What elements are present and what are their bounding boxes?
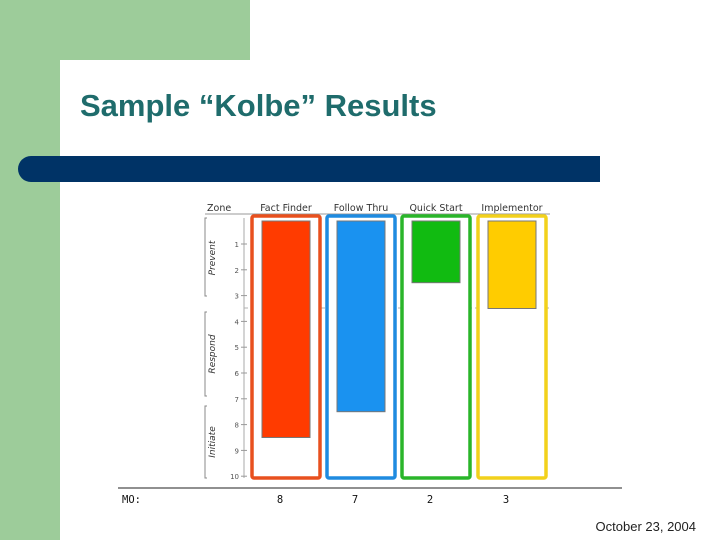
mo-value: 3 [503,494,509,506]
y-tick-label: 7 [235,396,239,404]
bar [336,220,386,413]
mo-label: MO: [122,494,141,506]
y-tick-label: 3 [235,293,239,301]
category-label: Fact Finder [260,203,312,214]
slide-title: Sample “Kolbe” Results [80,88,437,123]
zone-label: Initiate [208,426,218,458]
y-tick-label: 2 [235,267,239,275]
zone-brackets [204,217,207,479]
category-label: Follow Thru [334,203,389,214]
side-green-bar [0,0,60,540]
y-tick-label: 5 [235,344,239,352]
zone-header: Zone [207,203,231,214]
y-tick-label: 10 [230,473,239,481]
zone-label: Prevent [208,240,218,275]
y-tick-label: 8 [235,422,239,430]
top-green-bar [0,0,250,60]
category-label: Implementor [481,203,542,214]
y-tick-label: 1 [235,241,239,249]
bar [411,220,461,284]
bar [261,220,311,438]
footer-date: October 23, 2004 [595,519,696,534]
title-divider-band [18,156,600,182]
category-label: Quick Start [409,203,462,214]
zone-label: Respond [208,334,218,373]
y-tick-label: 9 [235,447,239,455]
mo-value: 8 [277,494,283,506]
y-tick-label: 4 [235,318,240,326]
mo-value: 7 [352,494,358,506]
bar [487,220,537,309]
y-tick-label: 6 [235,370,240,378]
mo-value: 2 [427,494,433,506]
